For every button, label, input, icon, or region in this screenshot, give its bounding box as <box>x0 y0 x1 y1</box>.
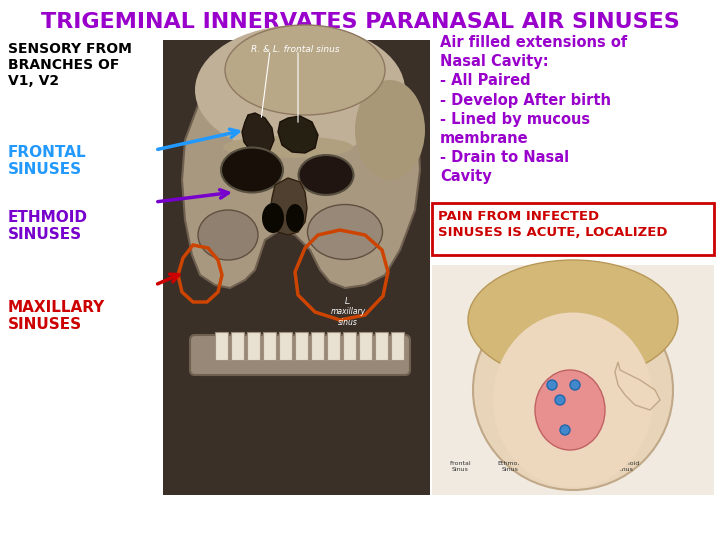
Text: MAXILLARY
SINUSES: MAXILLARY SINUSES <box>8 300 105 333</box>
Bar <box>231 332 244 360</box>
Bar <box>391 332 404 360</box>
Ellipse shape <box>307 205 382 260</box>
Ellipse shape <box>195 25 405 155</box>
Polygon shape <box>242 113 274 153</box>
Polygon shape <box>182 40 420 288</box>
Text: FRONTAL
SINUSES: FRONTAL SINUSES <box>8 145 86 178</box>
Ellipse shape <box>535 370 605 450</box>
Text: Frontal
Sinus: Frontal Sinus <box>449 461 471 472</box>
Text: Air filled extensions of
Nasal Cavity:
- All Paired
- Develop After birth
- Line: Air filled extensions of Nasal Cavity: -… <box>440 35 627 184</box>
Circle shape <box>547 380 557 390</box>
Bar <box>279 332 292 360</box>
Text: SENSORY FROM
BRANCHES OF
V1, V2: SENSORY FROM BRANCHES OF V1, V2 <box>8 42 132 89</box>
FancyBboxPatch shape <box>190 335 410 375</box>
Text: Maxillary
Sinus: Maxillary Sinus <box>551 461 580 472</box>
Bar <box>247 332 260 360</box>
Text: TRIGEMINAL INNERVATES PARANASAL AIR SINUSES: TRIGEMINAL INNERVATES PARANASAL AIR SINU… <box>40 12 680 32</box>
Polygon shape <box>270 178 307 235</box>
Bar <box>375 332 388 360</box>
Bar <box>432 203 714 255</box>
Ellipse shape <box>286 204 304 232</box>
Bar <box>215 332 228 360</box>
Polygon shape <box>615 362 660 410</box>
Ellipse shape <box>468 260 678 380</box>
Ellipse shape <box>198 210 258 260</box>
Bar <box>163 40 430 495</box>
Ellipse shape <box>355 80 425 180</box>
Bar <box>432 265 714 495</box>
Bar <box>327 332 340 360</box>
Ellipse shape <box>221 147 283 192</box>
Circle shape <box>555 395 565 405</box>
Text: Sphenoid
Sinus: Sphenoid Sinus <box>611 461 639 472</box>
Bar <box>343 332 356 360</box>
Ellipse shape <box>225 25 385 115</box>
Ellipse shape <box>473 290 673 490</box>
Ellipse shape <box>493 313 653 488</box>
Text: R. & L. frontal sinus: R. & L. frontal sinus <box>251 45 339 54</box>
Ellipse shape <box>223 136 353 158</box>
Ellipse shape <box>299 155 354 195</box>
Bar <box>295 332 308 360</box>
Bar <box>359 332 372 360</box>
Polygon shape <box>278 116 318 153</box>
Text: L.
maxillary
sinus: L. maxillary sinus <box>330 297 366 327</box>
Circle shape <box>560 425 570 435</box>
Text: ETHMOID
SINUSES: ETHMOID SINUSES <box>8 210 88 242</box>
Circle shape <box>570 380 580 390</box>
Text: Ethmoid
Sinus: Ethmoid Sinus <box>497 461 523 472</box>
Bar <box>311 332 324 360</box>
Bar <box>263 332 276 360</box>
Text: PAIN FROM INFECTED
SINUSES IS ACUTE, LOCALIZED: PAIN FROM INFECTED SINUSES IS ACUTE, LOC… <box>438 210 667 240</box>
Ellipse shape <box>262 203 284 233</box>
